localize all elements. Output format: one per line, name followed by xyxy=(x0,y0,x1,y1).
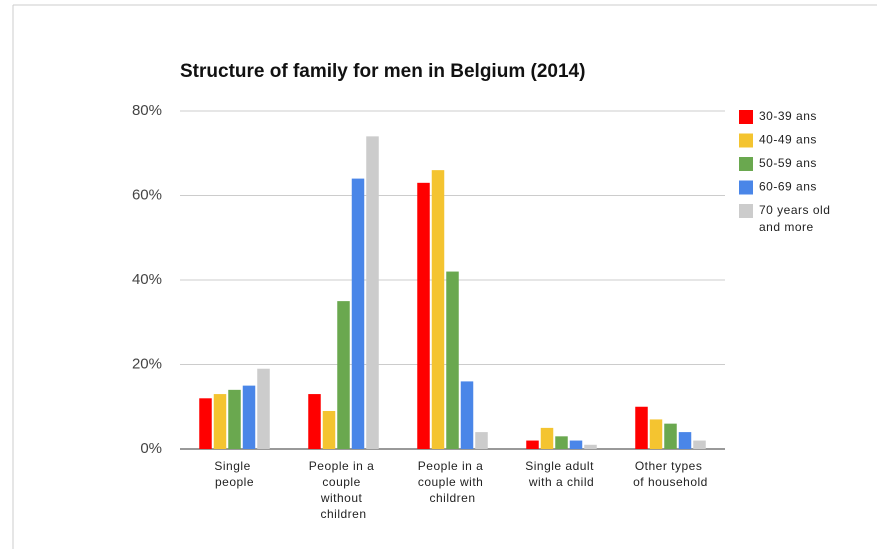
chart-title: Structure of family for men in Belgium (… xyxy=(180,61,585,82)
legend-swatch xyxy=(739,133,753,148)
bar xyxy=(322,410,336,449)
bar xyxy=(460,381,474,449)
bar xyxy=(308,394,321,449)
bar xyxy=(584,444,597,449)
bar xyxy=(664,423,677,449)
y-tick-label: 80% xyxy=(132,102,162,119)
y-tick-label: 60% xyxy=(132,186,162,203)
bar xyxy=(366,136,379,449)
legend-label: 40-49 ans xyxy=(759,133,817,147)
bar xyxy=(555,436,568,449)
legend-swatch xyxy=(739,180,753,195)
x-tick-label: Single people xyxy=(214,459,254,489)
bar xyxy=(228,389,241,449)
y-tick-label: 0% xyxy=(140,440,162,457)
bar xyxy=(475,432,488,449)
bar xyxy=(693,440,706,449)
x-tick-label: Single adult with a child xyxy=(525,459,598,489)
bar xyxy=(446,271,459,449)
legend-swatch xyxy=(739,110,753,124)
bar xyxy=(257,368,270,449)
legend-label: 60-69 ans xyxy=(759,180,817,194)
bar xyxy=(213,394,227,449)
x-tick-label: Other types of household xyxy=(633,459,708,489)
y-tick-label: 40% xyxy=(132,271,162,288)
x-tick-label: People in a couple with children xyxy=(418,459,487,505)
legend-label: 30-39 ans xyxy=(759,109,817,123)
bar xyxy=(569,440,583,449)
bar xyxy=(242,385,256,449)
legend-label: 70 years old and more xyxy=(759,203,834,234)
legend-swatch xyxy=(739,204,753,218)
legend-label: 50-59 ans xyxy=(759,156,817,170)
bar xyxy=(351,178,365,449)
bar xyxy=(678,432,692,449)
bar xyxy=(635,406,648,449)
bar xyxy=(526,440,539,449)
x-tick-label: People in a couple without children xyxy=(309,459,378,521)
bar xyxy=(417,182,430,449)
bar xyxy=(337,301,350,449)
bar xyxy=(540,427,554,449)
bar xyxy=(199,398,212,449)
legend-swatch xyxy=(739,157,753,171)
bar xyxy=(649,419,663,449)
bar xyxy=(431,170,445,449)
y-tick-label: 20% xyxy=(132,355,162,372)
